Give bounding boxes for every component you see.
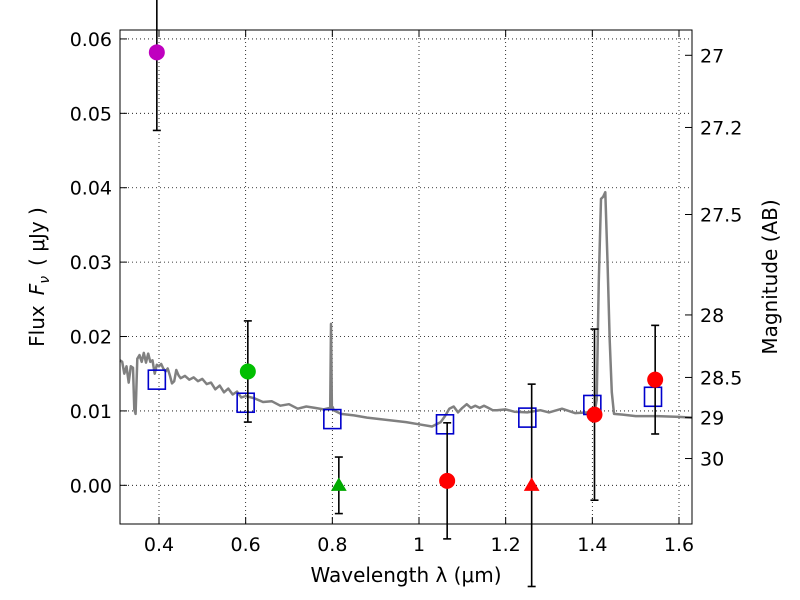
y-tick-label: 0.04 bbox=[70, 178, 112, 200]
x-axis-label: Wavelength λ (μm) bbox=[310, 563, 501, 587]
y-axis-label-subscript: ν bbox=[37, 276, 53, 284]
x-tick-label: 1 bbox=[413, 534, 425, 556]
observed-point bbox=[586, 406, 603, 423]
x-tick-label: 0.8 bbox=[317, 534, 347, 556]
upper-limit-triangle bbox=[330, 477, 347, 491]
mag-tick-label: 27.2 bbox=[700, 117, 742, 139]
y-axis-label-symbol: F bbox=[25, 283, 49, 295]
upper-limit-triangle bbox=[523, 477, 540, 491]
model-point bbox=[147, 369, 167, 390]
x-tick-label: 1.2 bbox=[491, 534, 521, 556]
plot-frame bbox=[119, 29, 693, 525]
mag-tick-label: 29 bbox=[700, 408, 724, 430]
model-point bbox=[236, 392, 255, 414]
mag-tick-label: 27 bbox=[700, 45, 724, 67]
y-axis-label: Flux Fν ( μJy ) bbox=[25, 207, 53, 347]
mag-tick-label: 27.5 bbox=[700, 205, 742, 227]
y-tick-label: 0.02 bbox=[70, 327, 112, 349]
axis-ticks: 0.4 0.6 0.8 1 1.2 1.4 1.6 0.00 0.01 0.02 0.03 0.04 0… bbox=[70, 29, 743, 556]
observed-point bbox=[239, 363, 256, 380]
observed-point bbox=[439, 472, 456, 489]
mag-tick-label: 30 bbox=[700, 449, 724, 471]
x-tick-label: 0.6 bbox=[231, 534, 261, 556]
model-spectrum-line bbox=[119, 190, 693, 428]
model-point bbox=[435, 414, 455, 435]
x-tick-label: 1.4 bbox=[577, 534, 607, 556]
y-axis-label-unit: ( μJy ) bbox=[25, 207, 49, 266]
mag-tick-label: 28.5 bbox=[700, 367, 742, 389]
model-point bbox=[323, 408, 342, 430]
data-points bbox=[147, 0, 664, 588]
x-tick-label: 1.6 bbox=[664, 534, 694, 556]
model-layer bbox=[119, 190, 693, 428]
model-point bbox=[518, 407, 537, 428]
y-tick-label: 0.00 bbox=[70, 475, 112, 497]
y-tick-label: 0.03 bbox=[70, 252, 112, 274]
x-tick-label: 0.4 bbox=[144, 534, 174, 556]
mag-tick-label: 28 bbox=[700, 305, 724, 327]
y-tick-label: 0.06 bbox=[70, 29, 112, 51]
y-tick-label: 0.05 bbox=[70, 103, 112, 125]
observed-point bbox=[647, 371, 664, 388]
y2-axis-label: Magnitude (AB) bbox=[758, 199, 782, 354]
observed-point bbox=[148, 44, 165, 61]
y-tick-label: 0.01 bbox=[70, 401, 112, 423]
y-axis-label-prefix: Flux bbox=[25, 305, 49, 347]
